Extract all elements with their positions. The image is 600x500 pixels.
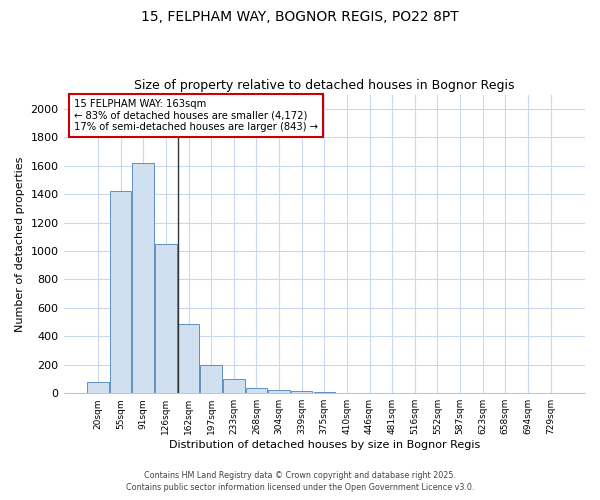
Text: Contains HM Land Registry data © Crown copyright and database right 2025.
Contai: Contains HM Land Registry data © Crown c… [126, 471, 474, 492]
Bar [291, 391, 313, 393]
Bar [133, 163, 154, 393]
X-axis label: Distribution of detached houses by size in Bognor Regis: Distribution of detached houses by size … [169, 440, 480, 450]
Bar [155, 244, 176, 393]
Bar [314, 392, 335, 393]
Bar [245, 388, 267, 393]
Bar [268, 390, 290, 393]
Text: 15 FELPHAM WAY: 163sqm
← 83% of detached houses are smaller (4,172)
17% of semi-: 15 FELPHAM WAY: 163sqm ← 83% of detached… [74, 99, 318, 132]
Y-axis label: Number of detached properties: Number of detached properties [15, 156, 25, 332]
Bar [200, 365, 222, 393]
Bar [223, 379, 245, 393]
Title: Size of property relative to detached houses in Bognor Regis: Size of property relative to detached ho… [134, 79, 515, 92]
Bar [87, 382, 109, 393]
Bar [110, 192, 131, 393]
Bar [178, 324, 199, 393]
Text: 15, FELPHAM WAY, BOGNOR REGIS, PO22 8PT: 15, FELPHAM WAY, BOGNOR REGIS, PO22 8PT [141, 10, 459, 24]
